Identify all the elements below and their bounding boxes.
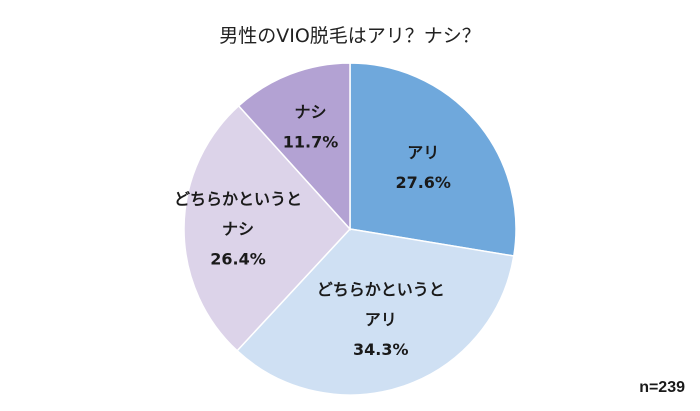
chart-title: 男性のVIO脱毛はアリ？ナシ？ bbox=[219, 25, 481, 47]
pie-slices bbox=[183, 62, 517, 396]
slice-label: アリ 27.6% bbox=[395, 143, 451, 192]
slice-category-label: どちらかというと bbox=[317, 280, 445, 299]
slice-label: ナシ 11.7% bbox=[283, 102, 339, 151]
sample-size-note: n=239 bbox=[639, 379, 685, 396]
slice-category-label: どちらかというと bbox=[174, 189, 302, 208]
pie-labels: アリ 27.6%どちらかというとアリ 34.3%どちらかというとナシ 26.4%ナシ 1… bbox=[174, 102, 451, 359]
slice-label: どちらかというとアリ 34.3% bbox=[317, 280, 445, 359]
pie-slice bbox=[236, 228, 515, 396]
slice-category-label: ナシ bbox=[222, 219, 254, 238]
slice-percent-label: 27.6% bbox=[395, 173, 451, 192]
slice-percent-label: 11.7% bbox=[283, 132, 339, 151]
slice-label: どちらかというとナシ 26.4% bbox=[174, 189, 302, 268]
slice-percent-label: 26.4% bbox=[210, 249, 266, 268]
pie-slice bbox=[183, 104, 352, 352]
pie-slice bbox=[349, 62, 517, 257]
slice-category-label: アリ bbox=[365, 310, 397, 329]
slice-category-label: ナシ bbox=[294, 102, 326, 121]
pie-slice bbox=[237, 62, 351, 231]
slice-percent-label: 34.3% bbox=[353, 340, 409, 359]
slice-category-label: アリ bbox=[407, 143, 439, 162]
